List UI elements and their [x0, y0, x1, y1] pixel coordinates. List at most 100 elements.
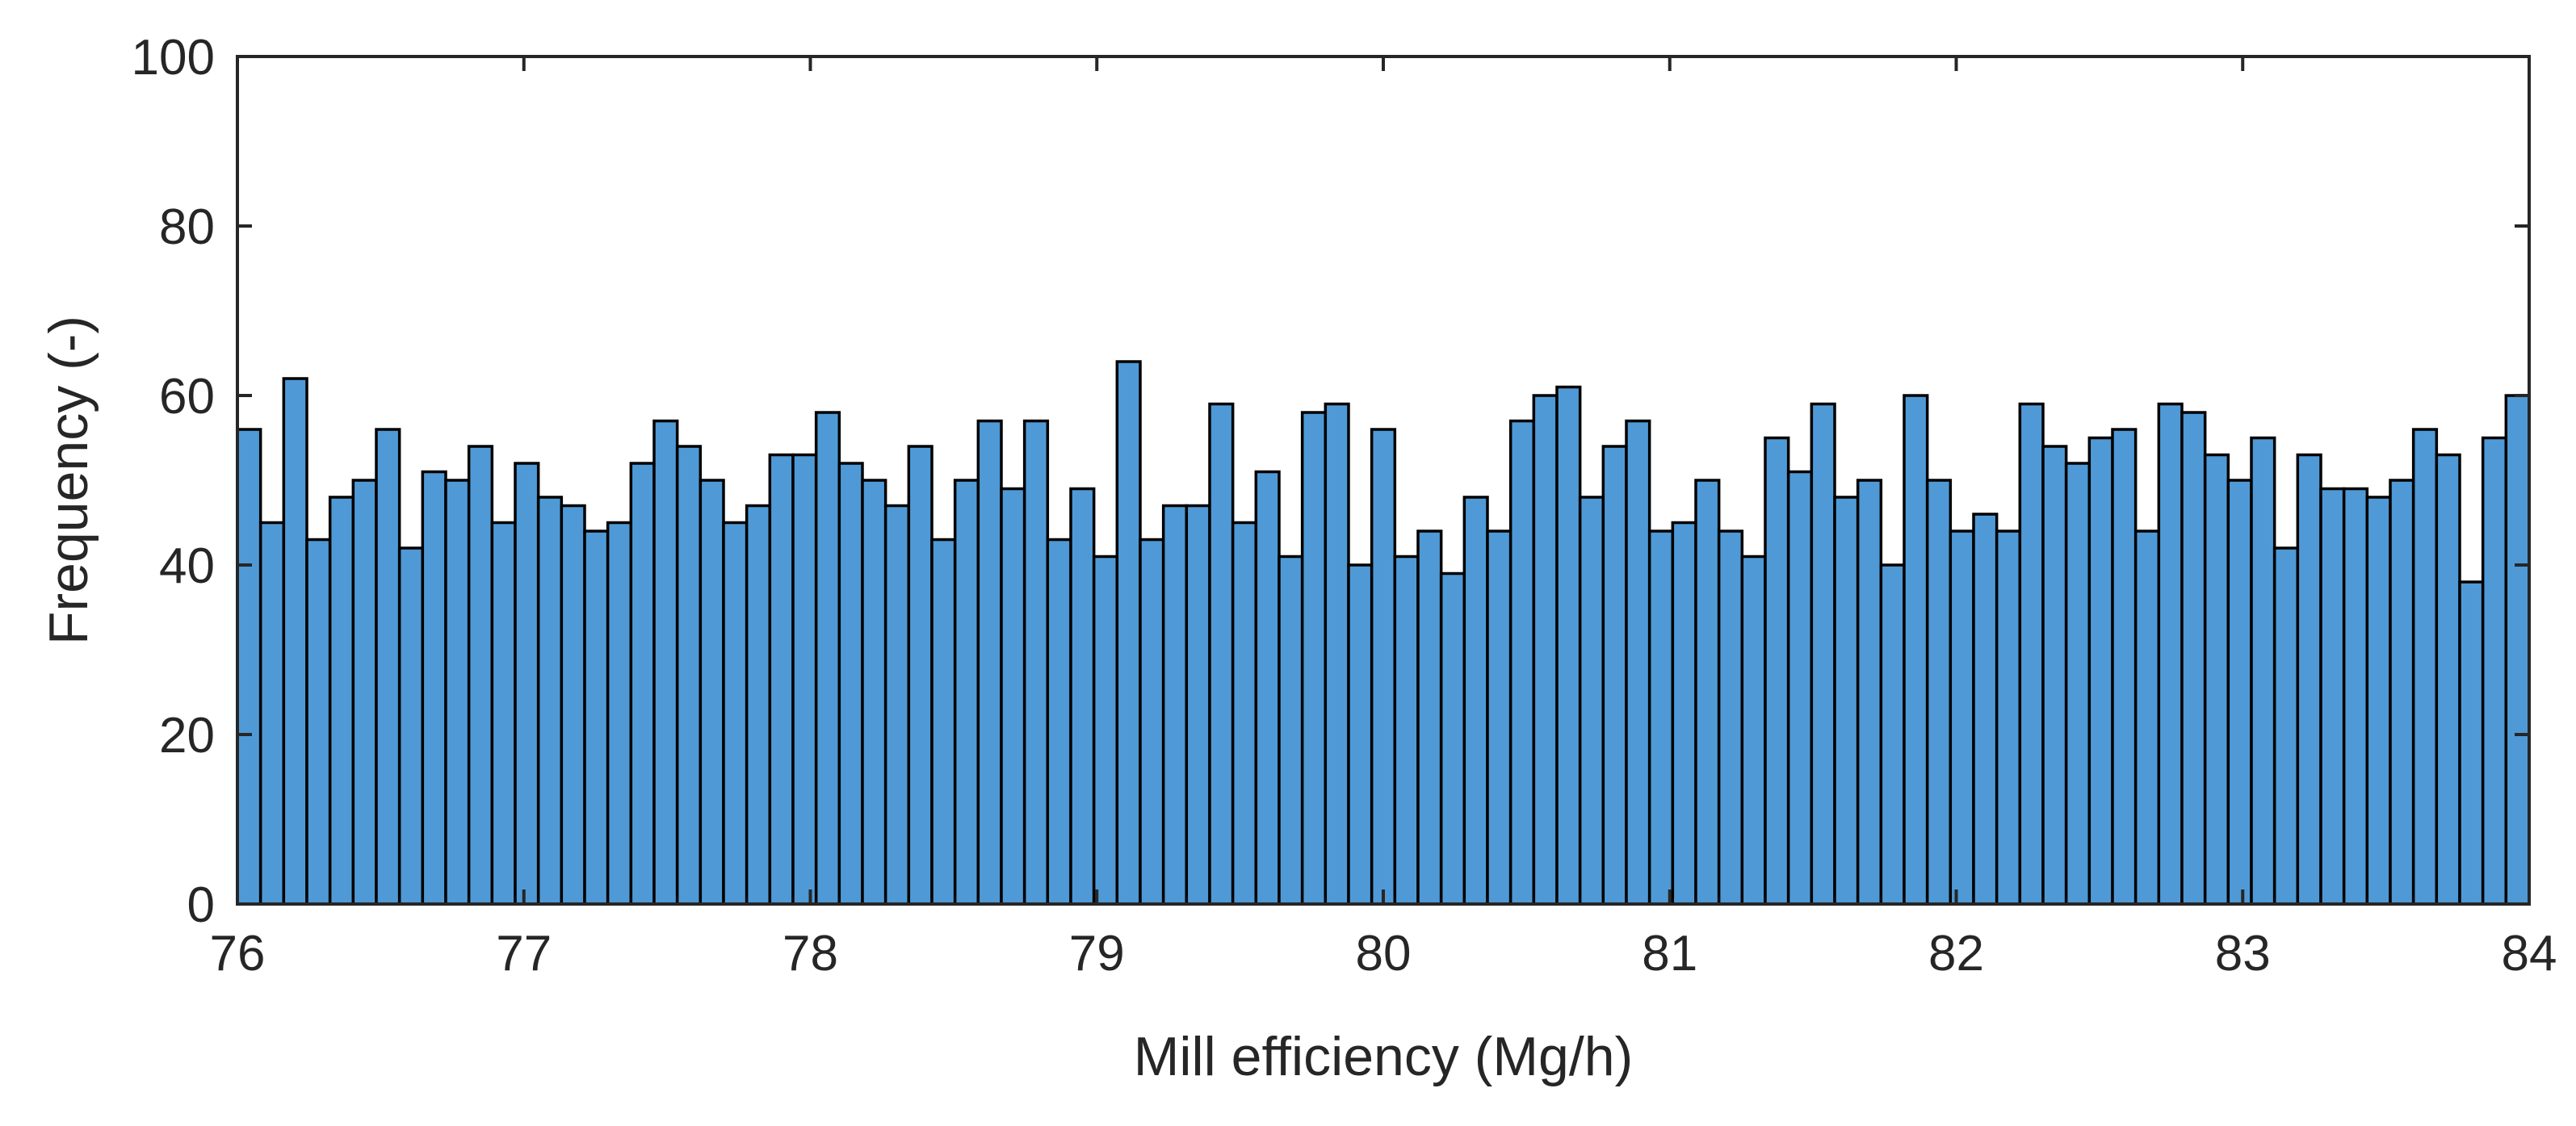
histogram-bar — [1115, 360, 1142, 906]
histogram-bar — [837, 462, 864, 906]
histogram-bar — [328, 496, 355, 906]
histogram-bar — [2389, 479, 2415, 906]
histogram-bar — [560, 504, 586, 906]
histogram-bar — [1000, 487, 1026, 906]
histogram-bar — [1092, 555, 1119, 906]
histogram-bar — [2157, 402, 2184, 906]
histogram-bar — [883, 504, 911, 906]
histogram-bar — [1324, 402, 1350, 906]
histogram-bar — [1694, 479, 1721, 906]
histogram-bar — [375, 428, 401, 906]
histogram-bar — [1625, 419, 1651, 906]
histogram-bar — [2180, 411, 2207, 906]
histogram-bar — [2458, 580, 2485, 906]
histogram-bar — [1972, 513, 1999, 906]
y-tick-label: 0 — [187, 877, 215, 933]
histogram-bar — [2226, 479, 2253, 906]
histogram-bar — [1022, 419, 1050, 906]
histogram-bar — [1995, 530, 2022, 906]
histogram-bar — [536, 496, 564, 906]
x-tick-label: 78 — [782, 926, 838, 982]
histogram-bar — [699, 479, 725, 906]
histogram-bar — [2064, 462, 2091, 906]
histogram-bar — [1231, 521, 1258, 906]
histogram-bar — [1810, 402, 1836, 906]
histogram-bar — [675, 445, 703, 906]
histogram-bar — [1578, 496, 1605, 906]
histogram-bar — [1740, 555, 1767, 906]
histogram-bar — [606, 521, 633, 906]
x-tick-label: 84 — [2502, 926, 2557, 982]
x-axis-label: Mill efficiency (Mg/h) — [1134, 1026, 1633, 1087]
histogram-bar — [236, 428, 262, 906]
histogram-bar — [282, 377, 308, 906]
histogram-bar — [2133, 530, 2161, 906]
histogram-bar — [1439, 571, 1466, 906]
histogram-bar — [1671, 521, 1697, 906]
histogram-bar — [1486, 530, 1512, 906]
x-tick-label: 77 — [496, 926, 552, 982]
histogram-bar — [2041, 445, 2068, 906]
histogram-bar — [258, 521, 286, 906]
histogram-bar — [791, 453, 818, 906]
histogram-bar — [2481, 436, 2508, 906]
histogram-bar — [2272, 546, 2300, 906]
histogram-bar — [1370, 428, 1397, 906]
histogram-bar — [1300, 411, 1328, 906]
histogram-bar — [2504, 394, 2531, 906]
histogram-bar — [1462, 496, 1489, 906]
histogram-bar — [976, 419, 1003, 906]
histogram-bar — [490, 521, 517, 906]
histogram-bar — [2203, 453, 2230, 906]
x-tick-label: 83 — [2215, 926, 2271, 982]
histogram-bar — [2411, 428, 2439, 906]
histogram-bar — [1786, 470, 1814, 906]
histogram-bar — [1139, 538, 1165, 906]
histogram-bar — [1903, 394, 1929, 906]
plot-frame — [236, 55, 2531, 906]
histogram-bar — [1601, 445, 1628, 906]
histogram-bar — [2342, 487, 2369, 906]
histogram-bar — [1185, 504, 1211, 906]
histogram-bar — [1508, 419, 1536, 906]
histogram-bar — [1879, 563, 1906, 906]
y-tick-label: 60 — [159, 369, 215, 425]
histogram-bar — [1278, 555, 1304, 906]
histogram-bar — [1416, 530, 1443, 906]
histogram-bar — [652, 419, 679, 906]
y-tick-label: 40 — [159, 538, 215, 594]
histogram-bar — [1347, 563, 1374, 906]
histogram-bar — [305, 538, 332, 906]
histogram-bar — [421, 470, 447, 906]
y-axis-label: Frequency (-) — [38, 316, 99, 645]
histogram-bar — [1069, 487, 1096, 906]
histogram-bar — [1254, 470, 1281, 906]
histogram-bar — [2087, 436, 2114, 906]
histogram-bar — [722, 521, 749, 906]
histogram-bar — [2296, 453, 2322, 906]
histogram-bar — [2250, 436, 2276, 906]
histogram-bar — [1949, 530, 1975, 906]
histogram-bar — [2435, 453, 2461, 906]
histogram-bar — [745, 504, 772, 906]
histogram-bar — [583, 530, 610, 906]
histogram-bar — [953, 479, 980, 906]
bars-layer — [236, 360, 2531, 906]
histogram-bar — [1925, 479, 1953, 906]
histogram-bar — [351, 479, 378, 906]
histogram-bar — [2319, 487, 2346, 906]
x-tick-label: 79 — [1069, 926, 1125, 982]
histogram-bar — [768, 453, 795, 906]
histogram-bar — [1046, 538, 1072, 906]
y-tick-label: 20 — [159, 708, 215, 764]
histogram-bar — [514, 462, 540, 906]
ticks-layer: 76 77 78 79 80 81 82 83 84 0 20 40 60 80 100 — [132, 30, 2557, 982]
histogram-bar — [1717, 530, 1744, 906]
histogram-bar — [467, 445, 494, 906]
y-tick-label: 80 — [159, 199, 215, 255]
y-tick-label: 100 — [132, 30, 215, 86]
histogram-bar — [444, 479, 471, 906]
histogram-bar — [1764, 436, 1790, 906]
